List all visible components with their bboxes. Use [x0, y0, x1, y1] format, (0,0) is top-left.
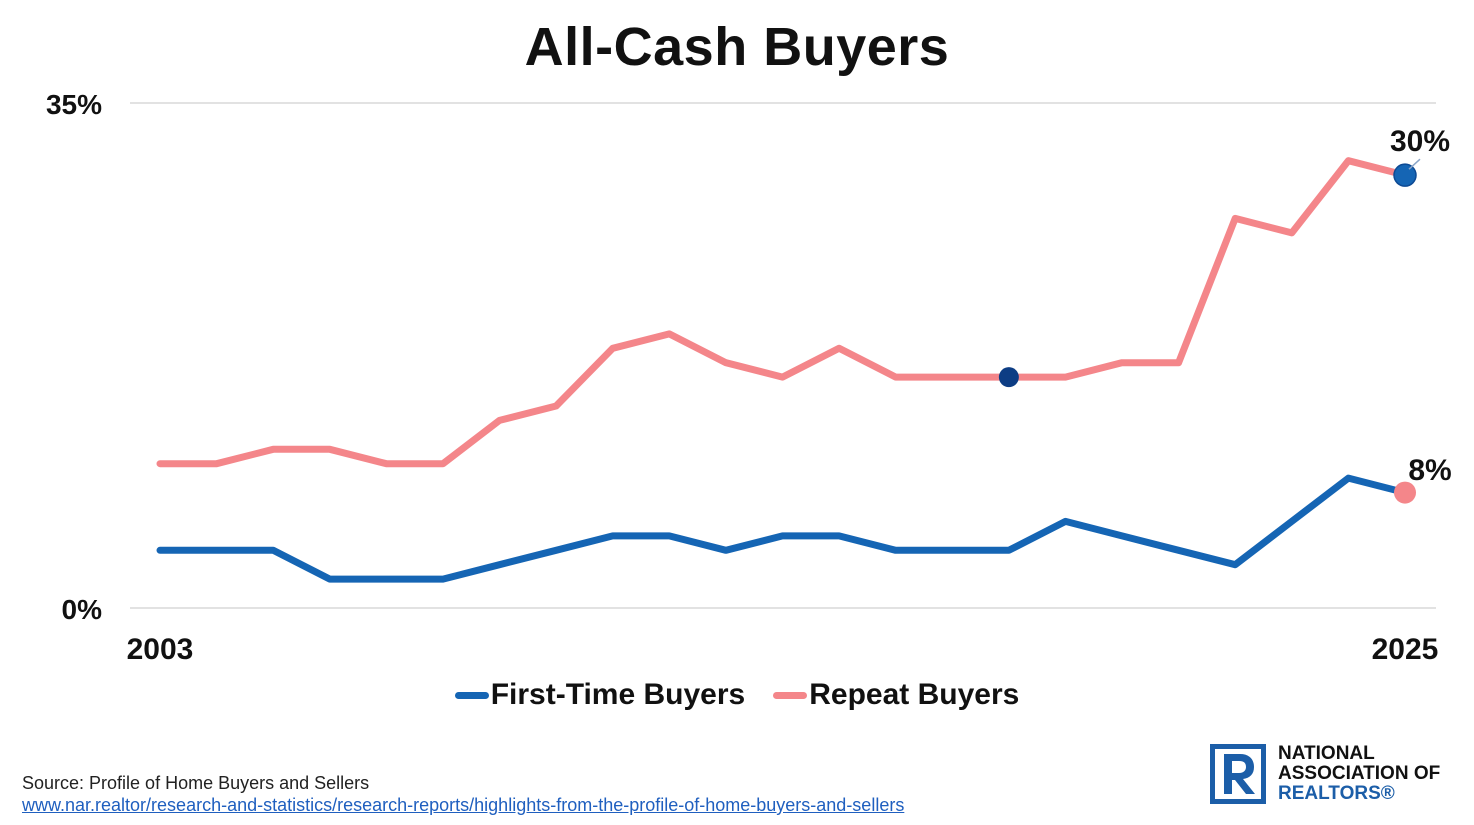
data-label-repeat-end: 30% [1390, 125, 1450, 158]
legend-swatch-repeat [773, 691, 808, 699]
source-label: Source: Profile of Home Buyers and Selle… [22, 773, 370, 793]
source-note: Source: Profile of Home Buyers and Selle… [22, 772, 904, 816]
y-tick-label-bottom: 0% [62, 594, 103, 625]
series-line-repeat [156, 157, 1409, 468]
axis-labels: 35% 0% 2003 2025 [46, 89, 1438, 666]
end-marker-first-time [1394, 481, 1416, 504]
logo-line-3: REALTORS® [1278, 783, 1395, 804]
data-label-leader-repeat [1408, 158, 1421, 170]
series-layer [156, 157, 1409, 583]
y-tick-label-top: 35% [46, 89, 102, 120]
highlight-marker-mid [998, 367, 1019, 388]
chart-title: All-Cash Buyers [524, 17, 950, 77]
nar-logo: NATIONAL ASSOCIATION OF REALTORS® [1210, 744, 1440, 804]
x-tick-label-last: 2025 [1372, 633, 1439, 666]
legend-item-repeat: Repeat Buyers [773, 678, 1019, 712]
legend-label-first-time: First-Time Buyers [490, 678, 746, 711]
legend-item-first-time: First-Time Buyers [454, 678, 746, 712]
realtor-r-logo-icon [1210, 744, 1266, 804]
legend: First-Time Buyers Repeat Buyers [0, 678, 1474, 712]
markers-layer [998, 163, 1417, 504]
series-line-first-time [156, 474, 1409, 583]
logo-wordmark: NATIONAL ASSOCIATION OF REALTORS® [1278, 744, 1440, 804]
data-label-first-time-end: 8% [1408, 454, 1451, 487]
data-labels: 30% 8% [1390, 125, 1452, 487]
x-tick-label-first: 2003 [127, 633, 194, 666]
logo-line-1: NATIONAL [1278, 743, 1375, 764]
legend-swatch-first-time [454, 691, 489, 699]
legend-label-repeat: Repeat Buyers [809, 678, 1020, 711]
logo-line-2: ASSOCIATION OF [1278, 763, 1441, 784]
end-marker-repeat [1393, 163, 1417, 187]
source-link[interactable]: www.nar.realtor/research-and-statistics/… [22, 795, 905, 815]
grid-layer [130, 102, 1436, 609]
